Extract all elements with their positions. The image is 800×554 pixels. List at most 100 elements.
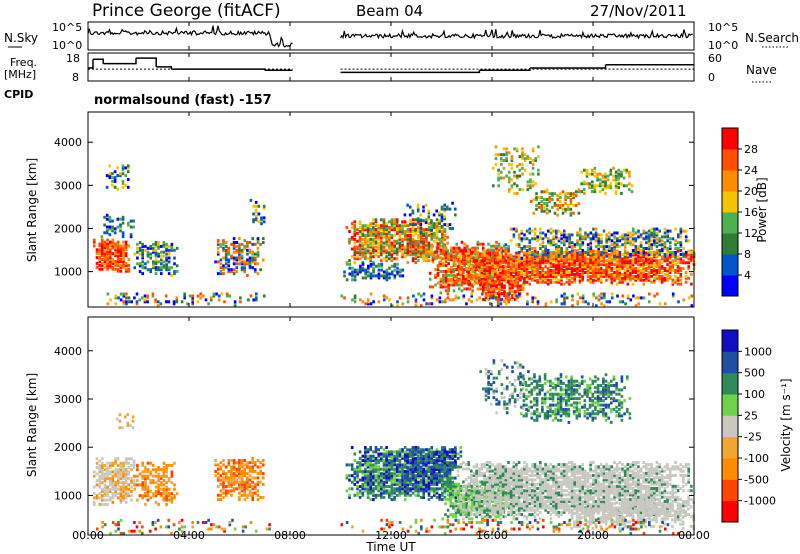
range-gate-cell (380, 476, 383, 480)
range-gate-cell (353, 241, 357, 245)
range-gate-cell (431, 258, 435, 262)
range-gate-cell (119, 485, 123, 489)
range-gate-cell (433, 493, 436, 497)
range-gate-cell (175, 492, 179, 496)
range-gate-cell (256, 493, 260, 497)
range-gate-cell (616, 245, 619, 249)
range-gate-cell (639, 272, 643, 276)
range-tick-label: 4000 (54, 136, 82, 149)
range-gate-cell (106, 250, 109, 254)
range-gate-cell (98, 496, 101, 500)
range-gate-cell (243, 467, 246, 471)
range-gate-cell (348, 478, 351, 482)
range-gate-cell (585, 174, 589, 178)
range-gate-cell (629, 259, 632, 263)
range-gate-cell (621, 263, 624, 267)
range-gate-cell (497, 178, 500, 182)
range-gate-cell (507, 265, 510, 269)
range-gate-cell (523, 280, 526, 284)
range-gate-cell (512, 235, 516, 239)
range-gate-cell (101, 240, 104, 244)
range-gate-cell (666, 239, 669, 243)
range-gate-cell (256, 239, 260, 243)
range-gate-cell (525, 267, 529, 271)
range-gate-cell (658, 249, 661, 252)
range-gate-cell (216, 493, 220, 497)
range-gate-cell (393, 463, 396, 467)
range-gate-cell (95, 461, 99, 465)
range-gate-cell (544, 233, 547, 237)
range-gate-cell (531, 278, 534, 282)
range-gate-cell (536, 235, 539, 239)
range-gate-cell (450, 256, 453, 260)
range-gate-cell (390, 450, 394, 454)
range-gate-cell (462, 261, 465, 265)
range-gate-cell (584, 265, 587, 269)
range-gate-cell (647, 241, 651, 245)
range-gate-cell (488, 259, 492, 263)
range-gate-cell (146, 250, 150, 254)
range-gate-cell (507, 278, 510, 282)
range-gate-cell (615, 282, 619, 286)
range-gate-cell (439, 248, 443, 252)
range-gate-cell (592, 271, 595, 274)
range-gate-cell (447, 254, 450, 258)
range-gate-cell (668, 267, 672, 271)
range-gate-cell (495, 246, 498, 250)
range-gate-cell (541, 269, 545, 272)
range-gate-cell (106, 246, 109, 250)
range-gate-cell (165, 489, 168, 493)
range-gate-cell (390, 245, 394, 249)
range-gate-cell (162, 250, 166, 254)
range-gate-cell (537, 172, 540, 176)
range-gate-cell (367, 266, 370, 270)
range-gate-cell (520, 269, 523, 272)
range-gate-cell (592, 267, 595, 271)
range-gate-cell (417, 259, 420, 263)
range-gate-cell (411, 478, 415, 482)
range-gate-cell (398, 226, 402, 230)
range-gate-cell (124, 267, 128, 271)
range-gate-cell (615, 261, 619, 265)
range-gate-cell (353, 300, 357, 304)
range-gate-cell (374, 231, 378, 235)
range-gate-cell (586, 263, 590, 267)
range-gate-cell (101, 466, 104, 469)
range-gate-cell (430, 247, 433, 251)
range-gate-cell (568, 263, 571, 267)
range-gate-cell (614, 176, 618, 180)
range-gate-cell (414, 261, 418, 265)
range-gate-cell (483, 298, 487, 302)
range-gate-cell (623, 271, 627, 274)
range-gate-cell (149, 270, 152, 274)
range-gate-cell (679, 272, 683, 276)
range-gate-cell (409, 245, 412, 249)
range-gate-cell (364, 255, 367, 259)
range-gate-cell (361, 482, 365, 486)
range-gate-cell (578, 269, 582, 272)
range-gate-cell (422, 491, 425, 495)
range-gate-cell (515, 174, 519, 178)
range-gate-cell (160, 244, 163, 248)
range-gate-cell (122, 252, 125, 256)
range-gate-cell (444, 271, 448, 275)
range-gate-cell (679, 235, 683, 239)
range-gate-cell (406, 300, 410, 304)
range-gate-cell (256, 498, 260, 502)
range-gate-cell (409, 467, 412, 471)
range-gate-cell (165, 246, 168, 250)
range-gate-cell (563, 237, 566, 241)
range-gate-cell (136, 262, 139, 266)
range-gate-cell (515, 276, 518, 280)
range-gate-cell (488, 278, 492, 282)
range-gate-cell (366, 237, 370, 241)
range-gate-cell (129, 424, 132, 428)
range-gate-cell (127, 470, 131, 474)
range-gate-cell (393, 474, 396, 478)
range-gate-cell (135, 302, 139, 306)
range-gate-cell (572, 194, 575, 198)
range-gate-cell (124, 174, 127, 178)
range-gate-cell (578, 274, 582, 278)
range-gate-cell (552, 241, 555, 245)
range-gate-cell (557, 259, 561, 263)
